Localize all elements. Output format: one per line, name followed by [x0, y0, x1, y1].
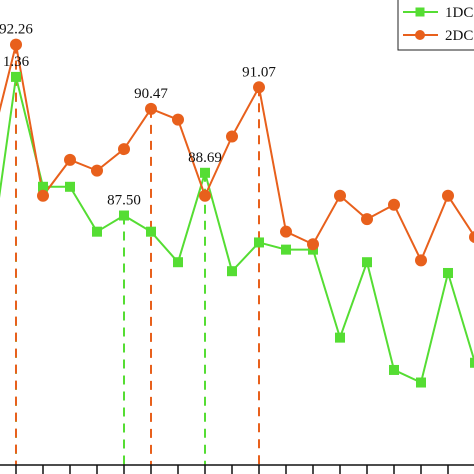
legend-label-2dc: 2DC	[445, 28, 473, 44]
data-point-1dc	[200, 167, 210, 178]
legend-marker-2dc	[415, 30, 425, 40]
data-point-1dc	[173, 257, 183, 268]
data-point-2dc	[145, 102, 157, 115]
data-point-2dc	[172, 113, 184, 126]
data-point-2dc	[91, 164, 103, 177]
data-point-2dc	[199, 189, 211, 202]
data-point-2dc	[118, 143, 130, 156]
data-point-2dc	[388, 198, 400, 211]
data-point-2dc	[37, 189, 49, 202]
data-point-1dc	[146, 226, 156, 237]
legend-marker-1dc	[415, 7, 425, 17]
data-label: 90.47	[134, 86, 168, 102]
data-point-1dc	[119, 210, 129, 221]
x-axis	[0, 464, 474, 474]
data-point-1dc	[38, 181, 48, 192]
data-label: 1.36	[3, 54, 30, 70]
data-label: 91.07	[242, 64, 276, 80]
data-point-2dc	[64, 153, 76, 166]
data-point-2dc	[253, 81, 265, 94]
data-point-2dc	[361, 213, 373, 226]
data-label: 87.50	[107, 193, 141, 209]
legend-label-1dc: 1DC	[445, 5, 473, 21]
series-markers	[10, 38, 474, 388]
data-point-1dc	[470, 357, 474, 368]
data-point-1dc	[227, 266, 237, 277]
data-point-2dc	[280, 225, 292, 238]
data-point-2dc	[334, 189, 346, 202]
data-point-2dc	[226, 130, 238, 143]
data-point-2dc	[469, 231, 474, 243]
data-point-2dc	[10, 38, 22, 51]
data-label: 92.26	[0, 22, 33, 38]
drop-lines	[15, 44, 260, 465]
data-point-1dc	[389, 364, 399, 375]
series-lines	[0, 44, 474, 384]
data-point-1dc	[335, 332, 345, 343]
data-point-1dc	[416, 377, 426, 388]
data-point-1dc	[362, 257, 372, 268]
data-labels: 1.36 92.26 87.50 90.47 88.69 91.07	[0, 22, 276, 209]
data-point-1dc	[281, 244, 291, 255]
series-line-1dc	[0, 76, 474, 384]
data-point-1dc	[254, 237, 264, 248]
data-point-1dc	[11, 71, 21, 82]
series-line-2dc	[0, 44, 474, 263]
data-point-1dc	[443, 267, 453, 278]
legend-box	[397, 0, 474, 51]
data-point-1dc	[65, 181, 75, 192]
data-point-2dc	[442, 189, 454, 202]
legend: 1DC 2DC	[397, 0, 474, 51]
data-point-2dc	[415, 254, 427, 267]
data-label: 88.69	[188, 150, 222, 166]
data-point-2dc	[307, 238, 319, 251]
data-point-1dc	[92, 226, 102, 237]
